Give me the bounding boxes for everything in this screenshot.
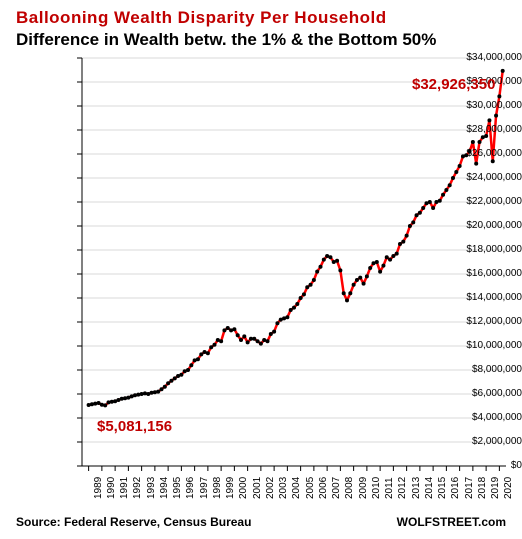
x-axis-label: 2009: [358, 477, 369, 499]
y-axis-label: $10,000,000: [450, 340, 522, 351]
x-axis-label: 2020: [503, 477, 514, 499]
x-axis-label: 2010: [371, 477, 382, 499]
chart-title-2: Difference in Wealth betw. the 1% & the …: [16, 30, 436, 50]
x-axis-label: 1997: [199, 477, 210, 499]
x-axis-label: 1993: [146, 477, 157, 499]
x-axis-label: 1992: [132, 477, 143, 499]
x-axis-label: 2019: [490, 477, 501, 499]
x-axis-label: 2017: [464, 477, 475, 499]
x-axis-label: 1989: [93, 477, 104, 499]
brand-text: WOLFSTREET.com: [397, 515, 506, 529]
x-axis-label: 2014: [424, 477, 435, 499]
x-axis-label: 2002: [265, 477, 276, 499]
x-axis-label: 2012: [397, 477, 408, 499]
x-axis-label: 1998: [212, 477, 223, 499]
y-axis-label: $0: [450, 460, 522, 471]
y-axis-label: $30,000,000: [450, 100, 522, 111]
source-text: Source: Federal Reserve, Census Bureau: [16, 515, 251, 529]
plot-area: [82, 58, 506, 466]
y-axis-label: $2,000,000: [450, 436, 522, 447]
x-axis-label: 2006: [318, 477, 329, 499]
x-axis-label: 1996: [185, 477, 196, 499]
y-axis-label: $26,000,000: [450, 148, 522, 159]
y-axis-label: $34,000,000: [450, 52, 522, 63]
x-axis-label: 2005: [305, 477, 316, 499]
y-axis-label: $8,000,000: [450, 364, 522, 375]
x-axis-label: 1995: [172, 477, 183, 499]
x-axis-label: 1991: [119, 477, 130, 499]
x-axis-label: 1994: [159, 477, 170, 499]
x-axis-label: 2016: [450, 477, 461, 499]
y-axis-label: $6,000,000: [450, 388, 522, 399]
chart-title-1: Ballooning Wealth Disparity Per Househol…: [16, 8, 387, 28]
x-axis-label: 2008: [344, 477, 355, 499]
chart-annotation: $5,081,156: [97, 418, 172, 435]
x-axis-label: 2015: [437, 477, 448, 499]
x-axis-label: 2003: [278, 477, 289, 499]
y-axis-label: $12,000,000: [450, 316, 522, 327]
x-axis-label: 2011: [384, 477, 395, 499]
y-axis-label: $18,000,000: [450, 244, 522, 255]
x-axis-label: 2018: [477, 477, 488, 499]
x-axis-label: 2013: [411, 477, 422, 499]
y-axis-label: $16,000,000: [450, 268, 522, 279]
x-axis-label: 1990: [106, 477, 117, 499]
x-axis-label: 1999: [225, 477, 236, 499]
y-axis-label: $22,000,000: [450, 196, 522, 207]
x-axis-label: 2004: [291, 477, 302, 499]
x-axis-label: 2001: [252, 477, 263, 499]
y-axis-label: $4,000,000: [450, 412, 522, 423]
chart-annotation: $32,926,350: [412, 76, 495, 93]
x-axis-label: 2000: [238, 477, 249, 499]
x-axis-label: 2007: [331, 477, 342, 499]
y-axis-label: $24,000,000: [450, 172, 522, 183]
y-axis-label: $14,000,000: [450, 292, 522, 303]
y-axis-label: $20,000,000: [450, 220, 522, 231]
chart-container: Ballooning Wealth Disparity Per Househol…: [0, 0, 522, 539]
y-axis-label: $28,000,000: [450, 124, 522, 135]
